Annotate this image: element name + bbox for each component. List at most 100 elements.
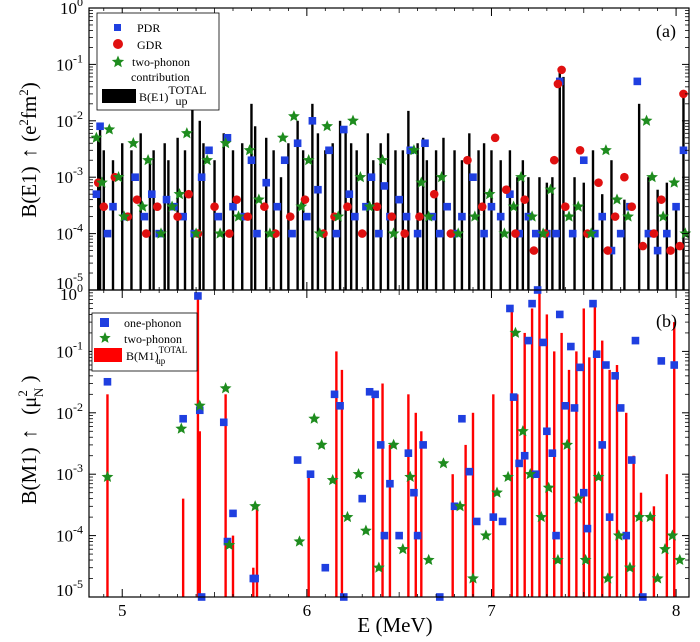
point-a-s0-34 [351, 212, 359, 221]
point-b-s0-19 [376, 441, 385, 449]
bar-b-34 [601, 340, 604, 597]
point-a-s1-6 [153, 202, 162, 211]
point-a-s2-36 [452, 227, 465, 239]
point-b-s0-39 [528, 299, 536, 308]
point-a-s2-38 [483, 187, 496, 200]
bar-a-6 [139, 133, 142, 290]
bar-a-75 [682, 93, 685, 290]
legend-b-onephonon-label: one-phonon [124, 316, 181, 330]
point-a-s0-69 [644, 229, 653, 238]
point-a-s1-30 [490, 133, 500, 143]
point-b-s0-54 [592, 350, 601, 359]
point-a-s1-49 [657, 195, 666, 204]
point-a-s0-5 [131, 173, 139, 181]
point-a-s1-23 [387, 212, 397, 221]
point-b-s0-1 [179, 414, 187, 423]
bar-a-52 [482, 143, 486, 290]
bar-a-45 [425, 160, 429, 290]
point-b-s1-28 [542, 481, 555, 493]
bar-a-29 [316, 133, 320, 290]
point-b-s0-47 [561, 402, 570, 410]
point-b-s0-0 [103, 377, 112, 386]
legend-b-onephonon-marker [100, 318, 109, 327]
point-a-s2-34 [422, 210, 435, 222]
bar-a-57 [521, 160, 525, 290]
point-a-s0-52 [487, 202, 496, 211]
point-a-s2-41 [515, 171, 527, 183]
bar-a-13 [191, 76, 194, 290]
bar-a-66 [591, 150, 595, 290]
bar-a-15 [202, 143, 205, 290]
point-a-s0-54 [506, 190, 514, 198]
point-a-s0-68 [633, 77, 642, 86]
point-b-s0-12 [321, 563, 330, 572]
point-a-s2-33 [415, 176, 428, 188]
point-a-s0-21 [253, 229, 261, 238]
point-b-s1-8 [315, 438, 328, 450]
point-a-s1-28 [463, 155, 472, 165]
point-b-s0-43 [543, 427, 551, 436]
point-b-s1-0 [101, 470, 114, 483]
bar-b-28 [560, 332, 563, 597]
point-b-s1-13 [372, 561, 385, 573]
point-a-s1-13 [243, 212, 253, 221]
point-a-s0-38 [380, 182, 389, 190]
point-a-s0-33 [345, 190, 354, 198]
point-b-s0-5 [219, 418, 228, 427]
bar-a-30 [324, 150, 327, 290]
point-b-s1-33 [592, 470, 605, 483]
point-a-s2-17 [243, 144, 256, 156]
point-a-s2-35 [435, 171, 448, 183]
point-a-s0-72 [672, 202, 680, 211]
bar-a-38 [379, 143, 382, 290]
point-b-s1-39 [651, 572, 664, 584]
point-b-s1-23 [502, 470, 514, 483]
point-a-s2-14 [214, 227, 226, 239]
point-b-s0-44 [548, 449, 557, 457]
bar-a-49 [460, 160, 464, 290]
panel-a-markers [90, 65, 692, 255]
point-b-s1-19 [454, 500, 466, 512]
panel-a-tag: (a) [656, 21, 676, 42]
bar-a-7 [148, 160, 152, 290]
point-b-s0-32 [489, 513, 498, 521]
point-b-s0-34 [506, 304, 514, 313]
point-a-s2-26 [332, 210, 345, 222]
point-b-s1-9 [326, 473, 339, 486]
bar-a-9 [163, 143, 166, 290]
point-b-s1-25 [516, 425, 529, 437]
bar-a-14 [198, 120, 201, 290]
point-b-s0-30 [465, 467, 474, 476]
point-b-s1-1 [175, 422, 188, 434]
bar-a-42 [407, 110, 410, 291]
point-b-s0-59 [616, 404, 625, 412]
ytick-a-1: 10-1 [56, 51, 83, 74]
bar-b-36 [615, 365, 619, 597]
bar-a-70 [637, 103, 641, 290]
point-b-s0-29 [458, 414, 466, 423]
bar-a-0 [97, 137, 100, 290]
bar-b-4 [224, 394, 227, 597]
ytick-b-1: 10-1 [56, 338, 83, 361]
point-a-s1-46 [627, 202, 637, 211]
point-b-s1-18 [437, 457, 450, 469]
point-b-s0-53 [589, 299, 597, 308]
point-a-s2-8 [155, 227, 167, 239]
legend-a-gdr-label: GDR [137, 38, 162, 52]
point-b-s1-15 [396, 543, 409, 555]
bar-b-15 [414, 412, 417, 597]
point-a-s0-20 [247, 156, 256, 165]
point-a-s0-1 [96, 122, 104, 131]
point-b-s0-58 [611, 372, 619, 380]
point-b-s0-35 [509, 393, 518, 401]
point-b-s1-37 [633, 510, 646, 523]
bar-a-74 [674, 206, 678, 290]
legend-b-twophonon-label: two-phonon [124, 332, 182, 346]
bar-a-55 [508, 150, 512, 290]
bar-b-20 [492, 394, 495, 597]
point-a-s2-27 [347, 114, 359, 126]
bar-b-38 [632, 455, 635, 597]
point-a-s2-39 [498, 227, 511, 239]
point-a-s2-25 [321, 120, 334, 132]
point-a-s2-20 [276, 131, 289, 143]
